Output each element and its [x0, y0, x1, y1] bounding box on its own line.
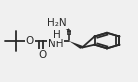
Text: H₂N: H₂N — [47, 18, 67, 28]
Text: H: H — [53, 30, 60, 40]
Polygon shape — [69, 41, 84, 49]
Text: NH: NH — [48, 39, 64, 49]
Text: O: O — [26, 36, 34, 46]
Text: O: O — [39, 50, 47, 60]
